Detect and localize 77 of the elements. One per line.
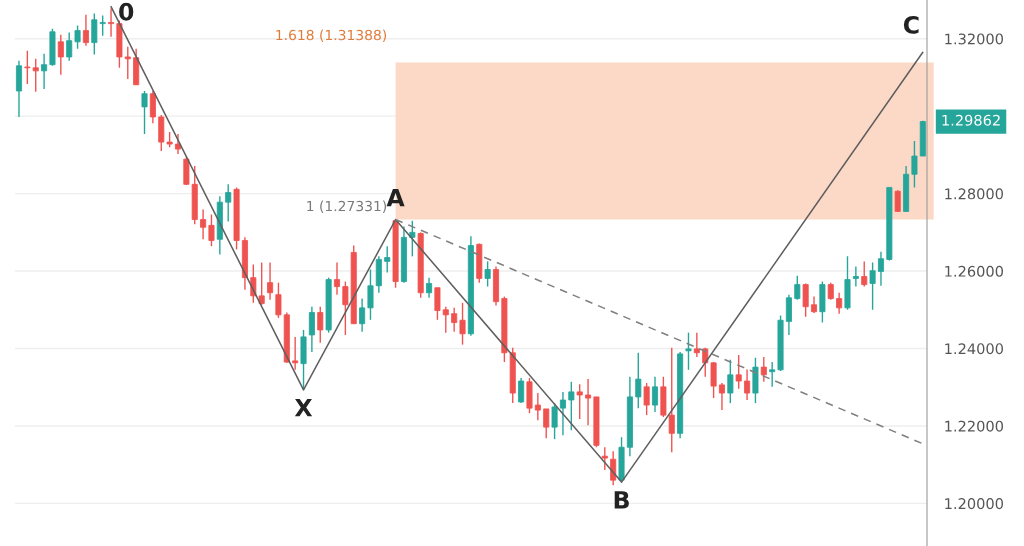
candlestick <box>693 331 700 358</box>
candlestick <box>735 354 742 390</box>
candlestick <box>149 90 156 124</box>
candlestick <box>451 307 458 333</box>
candlestick <box>836 292 843 315</box>
candlestick <box>459 302 466 346</box>
candlestick <box>434 287 441 321</box>
candlestick <box>66 31 73 62</box>
annotation: 1 (1.27331) <box>307 200 387 213</box>
candlestick <box>267 261 274 301</box>
candlestick <box>292 336 299 371</box>
candlestick <box>760 356 767 383</box>
annotation: A <box>386 189 405 207</box>
candlestick <box>718 382 725 411</box>
candlestick <box>601 446 608 471</box>
candlestick <box>785 293 792 336</box>
candlestick <box>41 53 48 90</box>
candlestick <box>894 189 901 213</box>
candlestick <box>57 34 64 76</box>
annotation: X <box>294 399 313 417</box>
candlestick <box>802 282 809 318</box>
candlestick <box>333 261 341 296</box>
candlestick <box>82 14 89 47</box>
y-tick-label: 1.28000 <box>945 188 1003 200</box>
candlestick <box>534 392 541 421</box>
candlestick <box>426 276 433 299</box>
y-tick-label: 1.24000 <box>945 343 1003 355</box>
candlestick <box>635 352 642 409</box>
text: 1.29862 <box>942 114 1000 126</box>
candlestick <box>258 261 265 306</box>
candlestick <box>359 297 366 333</box>
candlestick <box>794 275 801 301</box>
candlestick <box>710 361 717 399</box>
y-tick-label: 1.20000 <box>945 498 1003 510</box>
annotation: 1.618 (1.31388) <box>276 29 387 42</box>
candlestick <box>124 46 131 80</box>
candlestick <box>576 383 583 420</box>
candlestick <box>208 213 215 247</box>
candlestick <box>551 402 558 440</box>
candlestick <box>559 391 566 436</box>
candlestick <box>484 260 491 288</box>
candlestick <box>861 260 868 288</box>
candlestick <box>543 408 550 440</box>
candlestick <box>685 331 692 371</box>
candlestick <box>200 208 207 241</box>
y-tick-label: 1.22000 <box>945 420 1003 432</box>
candlestick <box>652 376 659 413</box>
annotation: B <box>614 491 629 509</box>
candlestick <box>769 361 776 388</box>
candlestick <box>442 305 449 334</box>
candlestick <box>869 261 876 311</box>
candlestick <box>852 265 859 288</box>
candlestick <box>727 359 734 404</box>
candlestick <box>518 377 525 404</box>
candlestick <box>275 281 282 319</box>
candlestick <box>568 381 575 431</box>
candlestick <box>308 305 315 353</box>
y-tick-label: 1.32000 <box>945 33 1003 45</box>
candlestick <box>744 368 751 401</box>
y-tick-label: 1.26000 <box>945 265 1003 277</box>
candlestick <box>877 251 884 287</box>
annotation: 0 <box>119 2 134 21</box>
candlestick <box>643 382 650 416</box>
candlestick <box>384 245 391 274</box>
candlestick <box>911 140 918 189</box>
candlestick <box>74 24 81 50</box>
candlestick <box>367 268 374 321</box>
candlestick <box>585 378 592 426</box>
candlestick <box>668 347 675 453</box>
annotation: C <box>903 15 919 34</box>
candlestick <box>108 7 115 38</box>
candlestick <box>225 183 232 223</box>
candlestick <box>409 220 416 258</box>
candlestick <box>174 133 182 155</box>
candlestick <box>610 450 617 486</box>
candlestick <box>141 90 148 135</box>
candlestick <box>317 305 324 344</box>
